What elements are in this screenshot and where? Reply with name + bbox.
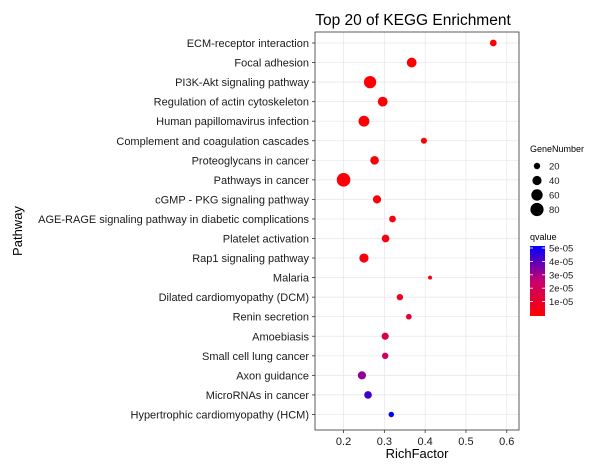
data-point [406,57,417,68]
y-tick-label: Amoebiasis [252,331,309,343]
y-axis-tick-labels: ECM-receptor interaction Focal adhesion PI… [38,38,315,421]
qvalue-legend-title: qvalue [530,232,557,242]
qvalue-tick-label: 4e-05 [549,257,573,268]
x-axis-title: RichFactor [386,446,450,461]
data-point [389,215,396,223]
y-tick-label: cGMP - PKG signaling pathway [155,194,309,206]
gene-number-legend-title: GeneNumber [530,144,584,154]
gene-number-legend-label: 20 [549,162,560,173]
data-point [381,332,389,340]
x-tick-label: 0.4 [418,436,433,448]
data-points [336,39,497,418]
y-tick-label: Axon guidance [236,370,309,382]
y-tick-label: Small cell lung cancer [202,351,309,363]
y-tick-label: Platelet activation [223,234,309,246]
y-tick-label: Dilated cardiomyopathy (DCM) [159,292,309,304]
y-tick-label: Hypertrophic cardiomyopathy (HCM) [131,409,310,421]
data-point [363,75,377,89]
qvalue-tick-label: 2e-05 [549,284,573,295]
data-point [388,411,395,418]
y-tick-label: Malaria [273,273,310,285]
chart-title: Top 20 of KEGG Enrichment [315,12,511,29]
y-tick-label: ECM-receptor interaction [187,38,309,50]
x-tick-label: 0.2 [336,436,351,448]
gene-number-legend-key [533,162,541,170]
gene-number-legend-key [530,202,544,217]
y-tick-label: Pathways in cancer [214,175,310,187]
y-tick-label: Focal adhesion [234,58,309,70]
data-point [396,293,404,301]
y-tick-label: Rap1 signaling pathway [192,253,309,265]
gene-number-legend-label: 40 [549,176,560,187]
qvalue-tick-label: 3e-05 [549,270,573,281]
data-point [372,195,382,204]
data-point [406,313,412,320]
x-axis-tick-labels: 0.2 0.3 0.4 0.5 0.6 [336,430,514,448]
data-point [336,173,351,187]
y-tick-label: Human papillomavirus infection [156,116,309,128]
qvalue-tick-label: 5e-05 [549,244,573,255]
qvalue-tick-label: 1e-05 [549,297,573,308]
y-axis-title: Pathway [10,206,25,256]
x-tick-label: 0.5 [458,436,473,448]
y-tick-label: Renin secretion [233,312,309,324]
y-tick-label: Proteoglycans in cancer [192,155,310,167]
y-tick-label: Complement and coagulation cascades [116,136,309,148]
y-tick-label: MicroRNAs in cancer [206,390,310,402]
qvalue-legend: qvalue 5e-05 4e-05 3e-05 2e-05 1e-05 [530,232,573,316]
data-point [377,96,388,107]
data-point [381,234,390,243]
data-point [381,352,389,359]
data-point [364,391,372,399]
y-tick-label: AGE-RAGE signaling pathway in diabetic c… [38,214,309,226]
data-point [357,371,367,380]
y-tick-label: PI3K-Akt signaling pathway [175,77,309,89]
gene-number-legend-label: 80 [549,205,560,216]
grid-lines [314,31,520,431]
gene-number-legend-key [531,189,543,201]
plot-panel [315,32,519,430]
y-tick-label: Regulation of actin cytoskeleton [154,97,309,109]
gene-number-legend-key [532,175,542,186]
x-tick-label: 0.3 [377,436,392,448]
x-tick-label: 0.6 [499,436,514,448]
data-point [420,137,427,144]
gene-number-legend: GeneNumber 20 40 60 80 [530,144,584,217]
data-point [370,156,379,165]
qvalue-colorbar [530,246,545,316]
data-point [358,115,370,127]
plot-border [314,31,520,431]
gene-number-legend-label: 60 [549,191,560,202]
data-point [359,253,369,263]
data-point [428,275,433,280]
data-point [489,39,497,47]
